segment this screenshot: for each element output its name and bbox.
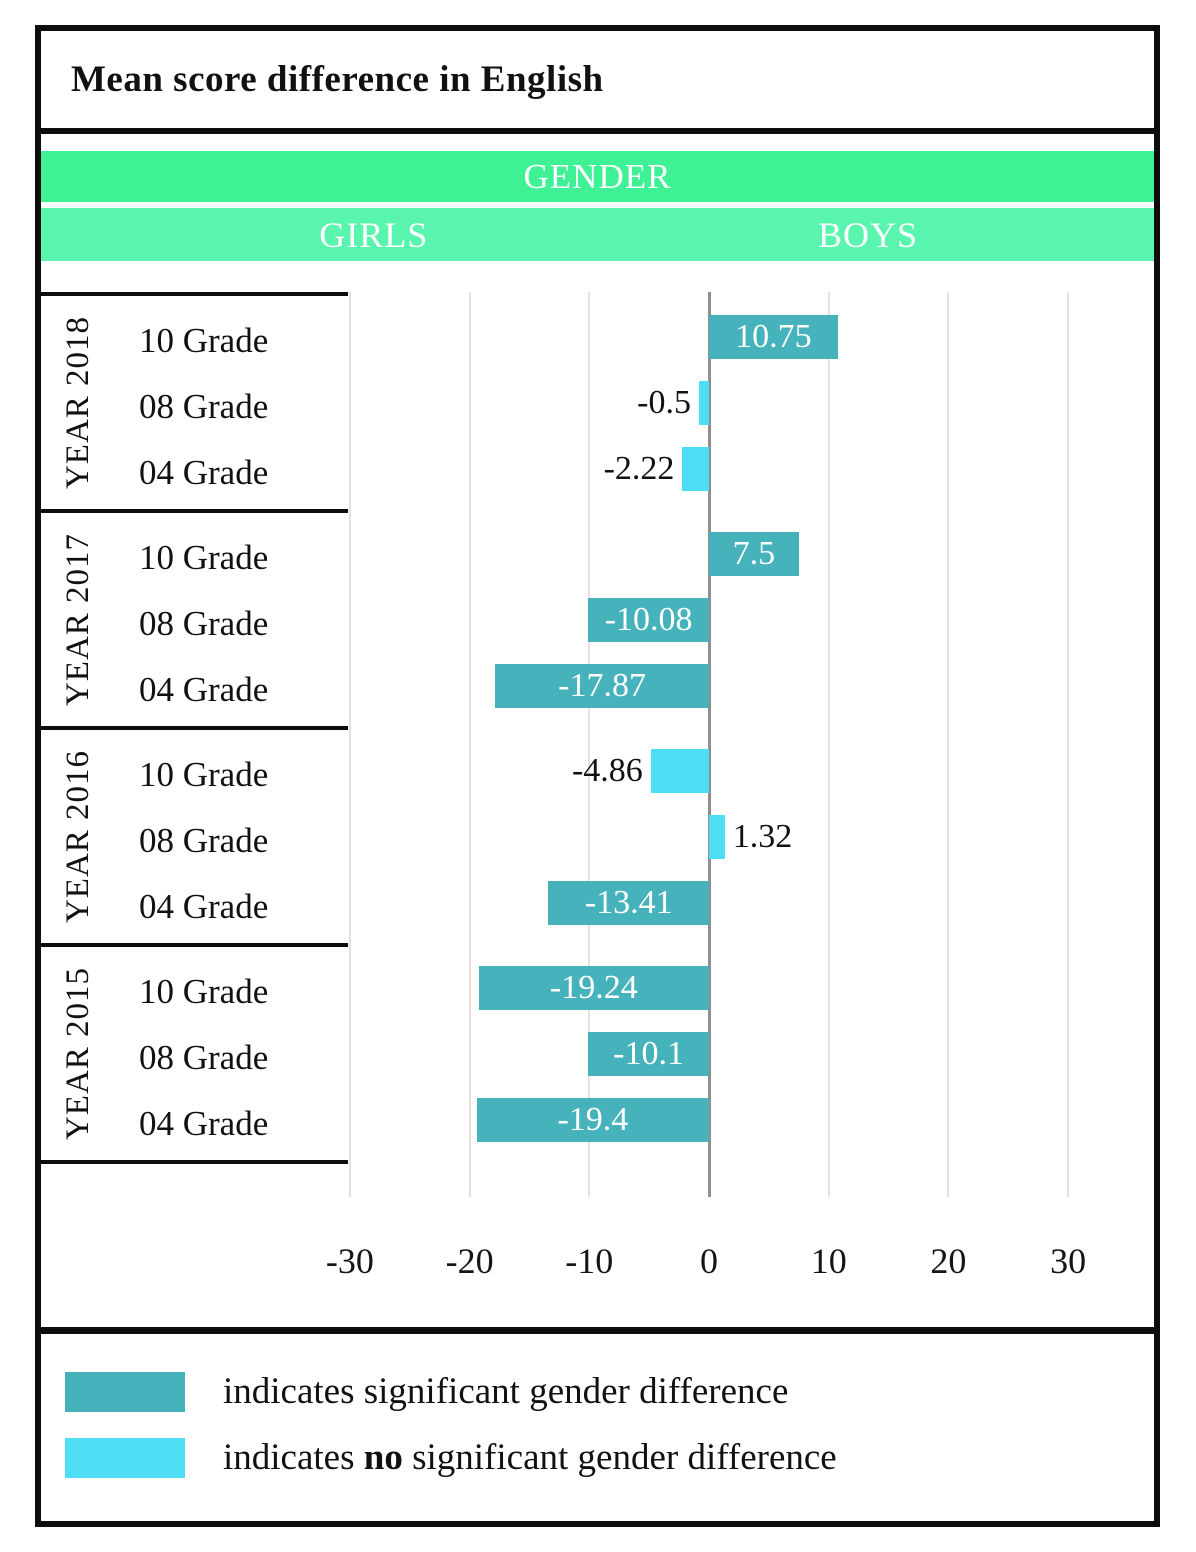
bar: -17.87: [495, 664, 709, 708]
grade-label: 08 Grade: [139, 604, 269, 643]
year-label: YEAR 2017: [60, 532, 97, 707]
grade-label: 10 Grade: [139, 755, 269, 794]
year-label-wrap: YEAR 2015: [41, 947, 117, 1160]
bar-value-label: -17.87: [558, 667, 646, 704]
bar: -13.41: [548, 881, 709, 925]
bar: [699, 381, 709, 425]
chart-title: Mean score difference in English: [71, 59, 604, 100]
gender-header-label: GENDER: [523, 156, 672, 196]
gridline: [348, 292, 351, 1197]
year-group: YEAR 2015 10 Grade 08 Grade 04 Grade: [41, 943, 348, 1164]
bar-value-label: -13.41: [584, 884, 673, 921]
gridline: [947, 292, 950, 1197]
bar: -19.24: [478, 966, 709, 1010]
figure-frame: Mean score difference in English GENDER …: [35, 25, 1160, 1527]
year-label: YEAR 2018: [60, 315, 97, 490]
plot-area: -30 -20 -10 0 10 20 30 YEAR 2018 10 Grade 08 Grad…: [41, 292, 1154, 1281]
grade-label: 04 Grade: [139, 453, 269, 492]
gender-header-band: GENDER: [41, 151, 1154, 202]
bar: [650, 749, 709, 793]
gridline: [1067, 292, 1070, 1197]
gridline: [588, 292, 591, 1197]
bar-value-label: -0.5: [637, 384, 691, 421]
bar-value-label: -19.4: [557, 1101, 629, 1138]
figure-inner: Mean score difference in English GENDER …: [41, 31, 1154, 1521]
x-axis-tick-label: -10: [565, 1241, 614, 1281]
bar-value-label: 1.32: [732, 818, 793, 855]
x-axis-tick-label: 0: [700, 1241, 718, 1281]
boys-header-label: BOYS: [817, 214, 918, 255]
zero-gridline: [708, 292, 711, 1197]
gridline: [827, 292, 830, 1197]
bar-value-label: -4.86: [571, 752, 643, 789]
grade-label: 08 Grade: [139, 821, 269, 860]
bar: 10.75: [709, 315, 838, 359]
grade-label: 10 Grade: [139, 321, 269, 360]
bar-value-label: 7.5: [732, 535, 776, 572]
year-group: YEAR 2016 10 Grade 08 Grade 04 Grade: [41, 726, 348, 943]
row-label-box: YEAR 2018 10 Grade 08 Grade 04 Grade YEAR 20…: [41, 292, 348, 1164]
legend-swatch-significant: [65, 1371, 185, 1412]
bar-value-label: -19.24: [549, 969, 638, 1006]
year-label-wrap: YEAR 2016: [41, 730, 117, 943]
bar: -10.08: [588, 598, 709, 642]
legend-swatch-not-significant: [65, 1437, 185, 1478]
bar: -19.4: [476, 1098, 709, 1142]
year-label-wrap: YEAR 2018: [41, 296, 117, 509]
bar: -10.1: [588, 1032, 709, 1076]
x-axis-tick-label: -30: [325, 1241, 374, 1281]
legend-text-not-significant: indicates no significant gender differen…: [223, 1437, 837, 1478]
girls-header-label: GIRLS: [319, 214, 429, 255]
bar-value-label: -10.1: [613, 1035, 684, 1072]
bar-value-label: -10.08: [604, 601, 693, 638]
bar-value-label: -2.22: [603, 450, 675, 487]
gridline: [468, 292, 471, 1197]
title-box: Mean score difference in English: [41, 31, 1154, 134]
legend-separator-line: [41, 1327, 1154, 1334]
grade-label: 04 Grade: [139, 1104, 269, 1143]
legend-item-significant: indicates significant gender difference: [65, 1370, 788, 1413]
year-group: YEAR 2018 10 Grade 08 Grade 04 Grade: [41, 292, 348, 509]
year-label: YEAR 2015: [60, 966, 97, 1141]
grade-label: 08 Grade: [139, 1038, 269, 1077]
grade-label: 10 Grade: [139, 538, 269, 577]
grade-label: 10 Grade: [139, 972, 269, 1011]
grade-label: 04 Grade: [139, 670, 269, 709]
bar: [682, 447, 709, 491]
year-label: YEAR 2016: [60, 749, 97, 924]
bar: 7.5: [709, 532, 799, 576]
grade-label: 04 Grade: [139, 887, 269, 926]
bar: [709, 815, 725, 859]
year-group: YEAR 2017 10 Grade 08 Grade 04 Grade: [41, 509, 348, 726]
x-axis-tick-label: 10: [810, 1241, 847, 1281]
year-label-wrap: YEAR 2017: [41, 513, 117, 726]
x-axis-tick-label: -20: [445, 1241, 494, 1281]
x-axis-tick-label: 20: [930, 1241, 967, 1281]
x-axis-tick-label: 30: [1050, 1241, 1087, 1281]
girls-boys-header-band: GIRLS BOYS: [41, 208, 1154, 261]
grade-label: 08 Grade: [139, 387, 269, 426]
bar-value-label: 10.75: [735, 318, 812, 355]
legend-text-significant: indicates significant gender difference: [223, 1371, 789, 1412]
legend-item-not-significant: indicates no significant gender differen…: [65, 1436, 837, 1479]
